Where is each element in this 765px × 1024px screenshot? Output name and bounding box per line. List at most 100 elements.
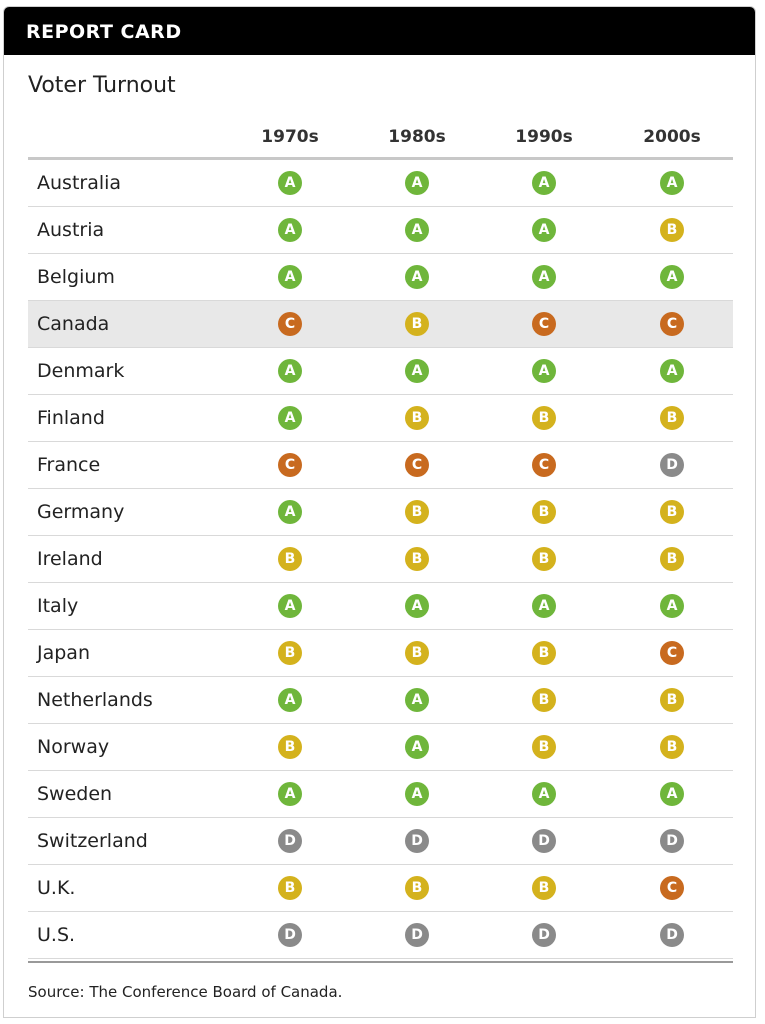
grade-badge: C — [660, 876, 684, 900]
grade-badge: A — [278, 594, 302, 618]
grade-badge: C — [278, 312, 302, 336]
grade-badge: A — [405, 782, 429, 806]
grade-badge: D — [278, 923, 302, 947]
grade-badge: A — [405, 171, 429, 195]
country-label: Netherlands — [37, 689, 153, 711]
grade-badge: B — [405, 312, 429, 336]
grade-badge: A — [278, 218, 302, 242]
grade-badge: B — [278, 641, 302, 665]
grade-badge: D — [532, 829, 556, 853]
grade-badge: A — [405, 218, 429, 242]
table-row: U.K. B B B C — [28, 865, 733, 912]
grade-badge: A — [660, 782, 684, 806]
grade-badge: A — [532, 594, 556, 618]
grade-badge: B — [660, 406, 684, 430]
grade-badge: B — [660, 735, 684, 759]
report-card: REPORT CARD Voter Turnout 1970s 1980s 1990… — [3, 6, 756, 1018]
country-label: Austria — [37, 219, 105, 241]
country-label: Switzerland — [37, 830, 148, 852]
report-card-banner: REPORT CARD — [4, 7, 755, 55]
table-bottom-rule — [28, 961, 733, 963]
grade-badge: A — [405, 594, 429, 618]
grade-badge: C — [532, 312, 556, 336]
country-label: Italy — [37, 595, 79, 617]
grade-badge: B — [532, 547, 556, 571]
grade-badge: A — [532, 359, 556, 383]
chart-title: Voter Turnout — [28, 73, 176, 98]
country-label: Ireland — [37, 548, 103, 570]
column-header-1970s: 1970s — [261, 127, 319, 147]
grade-badge: B — [532, 876, 556, 900]
grade-badge: A — [660, 594, 684, 618]
country-label: Australia — [37, 172, 122, 194]
grade-badge: A — [660, 265, 684, 289]
table-row: Netherlands A A B B — [28, 677, 733, 724]
grade-badge: D — [405, 923, 429, 947]
grade-badge: A — [278, 171, 302, 195]
column-header-1980s: 1980s — [388, 127, 446, 147]
grade-badge: A — [532, 265, 556, 289]
grade-badge: A — [660, 171, 684, 195]
grade-badge: A — [278, 406, 302, 430]
grade-badge: A — [532, 218, 556, 242]
country-label: Sweden — [37, 783, 113, 805]
source-note: Source: The Conference Board of Canada. — [28, 983, 343, 1001]
country-label: France — [37, 454, 101, 476]
grade-badge: D — [660, 923, 684, 947]
country-label: Belgium — [37, 266, 115, 288]
grade-badge: A — [660, 359, 684, 383]
country-label: Germany — [37, 501, 125, 523]
grade-table: 1970s 1980s 1990s 2000s Australia A A A A Austri… — [28, 119, 733, 959]
table-row: Belgium A A A A — [28, 254, 733, 301]
table-row: Norway B A B B — [28, 724, 733, 771]
grade-badge: A — [405, 359, 429, 383]
grade-badge: A — [278, 688, 302, 712]
grade-badge: B — [405, 547, 429, 571]
grade-badge: C — [660, 312, 684, 336]
grade-badge: C — [532, 453, 556, 477]
table-row: Japan B B B C — [28, 630, 733, 677]
table-row: France C C C D — [28, 442, 733, 489]
country-label: U.K. — [37, 877, 76, 899]
country-label: Denmark — [37, 360, 125, 382]
column-header-2000s: 2000s — [643, 127, 701, 147]
grade-badge: A — [532, 782, 556, 806]
table-row: Canada C B C C — [28, 301, 733, 348]
grade-badge: A — [278, 500, 302, 524]
grade-badge: B — [660, 688, 684, 712]
grade-badge: C — [405, 453, 429, 477]
column-header-row: 1970s 1980s 1990s 2000s — [28, 119, 733, 160]
grade-badge: B — [532, 688, 556, 712]
table-row: Denmark A A A A — [28, 348, 733, 395]
grade-badge: D — [405, 829, 429, 853]
grade-badge: D — [660, 829, 684, 853]
grade-badge: B — [278, 876, 302, 900]
grade-badge: C — [278, 453, 302, 477]
grade-badge: B — [660, 547, 684, 571]
grade-badge: D — [532, 923, 556, 947]
grade-badge: B — [405, 406, 429, 430]
grade-badge: B — [405, 641, 429, 665]
country-label: Finland — [37, 407, 105, 429]
grade-badge: B — [660, 218, 684, 242]
grade-badge: A — [278, 782, 302, 806]
grade-badge: B — [405, 876, 429, 900]
grade-badge: B — [278, 547, 302, 571]
table-row: Austria A A A B — [28, 207, 733, 254]
table-row: Australia A A A A — [28, 160, 733, 207]
grade-badge: D — [278, 829, 302, 853]
table-row: U.S. D D D D — [28, 912, 733, 959]
grade-badge: B — [278, 735, 302, 759]
grade-badge: B — [532, 406, 556, 430]
grade-badge: B — [532, 735, 556, 759]
country-label: Canada — [37, 313, 110, 335]
grade-badge: A — [405, 688, 429, 712]
grade-badge: B — [660, 500, 684, 524]
country-label: U.S. — [37, 924, 76, 946]
table-row: Italy A A A A — [28, 583, 733, 630]
country-label: Norway — [37, 736, 110, 758]
table-row: Switzerland D D D D — [28, 818, 733, 865]
grade-badge: A — [405, 265, 429, 289]
grade-badge: B — [532, 641, 556, 665]
table-row: Ireland B B B B — [28, 536, 733, 583]
